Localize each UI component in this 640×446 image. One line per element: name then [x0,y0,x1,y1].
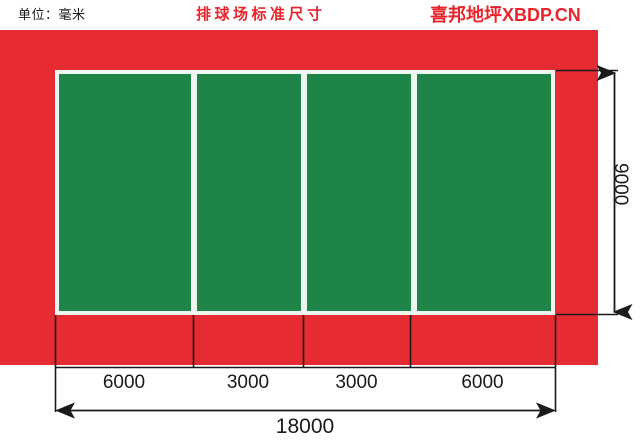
unit-label: 单位：毫米 [18,7,86,22]
segment-label-1: 6000 [102,372,146,393]
overall-length-label: 18000 [275,415,335,438]
court-panel-3 [307,74,411,311]
overall-width-label: 9000 [610,163,631,206]
court-panel-2 [197,74,301,311]
segment-label-2: 3000 [226,372,270,393]
court-surface [55,70,555,315]
brand-watermark: 喜邦地坪XBDP.CN [430,5,581,25]
segment-label-3: 3000 [335,372,378,393]
court-panel-4 [417,74,551,311]
segment-label-4: 6000 [461,372,504,393]
diagram-title: 排球场标准尺寸 [196,6,326,23]
court-panel-1 [59,74,191,311]
free-zone-area [0,30,598,365]
